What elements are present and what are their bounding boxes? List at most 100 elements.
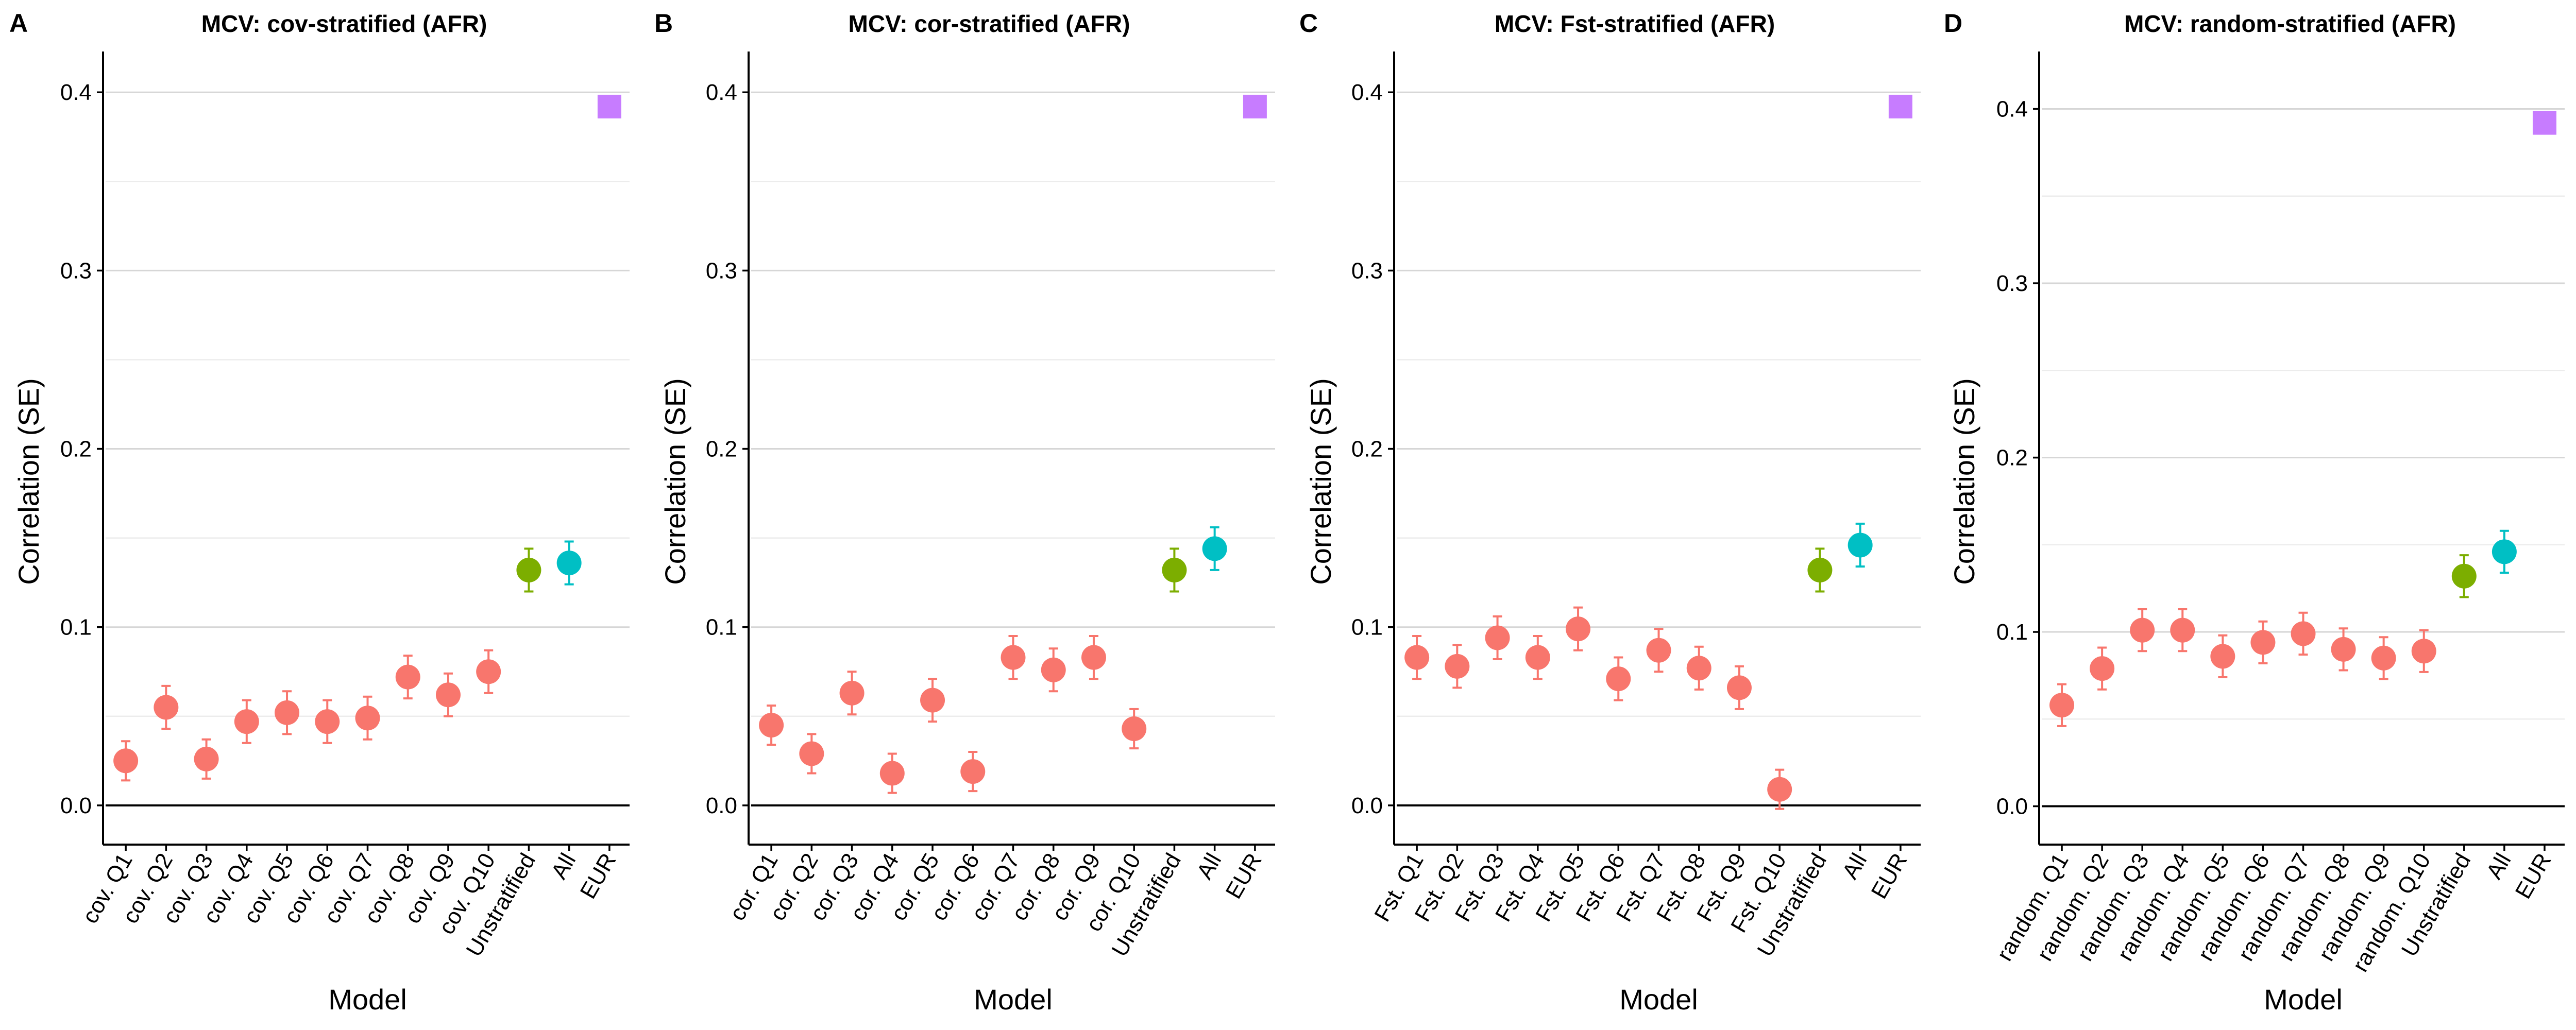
x-tick-label: EUR — [1867, 849, 1912, 903]
y-tick-label: 0.2 — [60, 437, 92, 462]
data-point-stratified — [154, 695, 179, 720]
data-point-all — [556, 551, 582, 576]
data-point-stratified — [1566, 616, 1591, 642]
data-point-stratified — [920, 688, 945, 713]
data-point-stratified — [1686, 656, 1711, 681]
data-point-unstratified — [2451, 563, 2477, 589]
data-point-stratified — [476, 659, 501, 684]
x-axis-label: Model — [974, 983, 1053, 1016]
data-point-stratified — [2331, 637, 2356, 662]
data-point-stratified — [839, 680, 865, 706]
y-tick-label: 0.1 — [1996, 620, 2028, 645]
y-tick-label: 0.2 — [1996, 445, 2028, 471]
x-tick-label: EUR — [1221, 849, 1267, 903]
data-point-stratified — [113, 748, 139, 774]
data-point-stratified — [1122, 716, 1147, 741]
data-point-stratified — [355, 706, 380, 731]
data-point-stratified — [960, 759, 986, 784]
data-point-stratified — [799, 741, 824, 766]
data-point-stratified — [1767, 777, 1792, 802]
y-tick-label: 0.4 — [60, 80, 92, 105]
panel-c: C MCV: Fst-stratified (AFR) 0.0 0.1 0.2 0.3 0.… — [1299, 9, 1921, 1016]
y-axis-label: Correlation (SE) — [1304, 378, 1337, 585]
data-point-stratified — [1001, 645, 1026, 670]
data-point-eur — [1243, 94, 1267, 118]
panel-title: MCV: Fst-stratified (AFR) — [1495, 10, 1775, 37]
x-axis-label: Model — [1619, 983, 1698, 1016]
data-point-stratified — [2411, 639, 2436, 664]
data-point-stratified — [1445, 654, 1470, 679]
panel-letter: A — [9, 9, 28, 38]
panel-letter: B — [654, 9, 673, 38]
y-tick-label: 0.1 — [1351, 615, 1383, 640]
panel-b: B MCV: cor-stratified (AFR) 0.0 0.1 0.2 0.3 0.… — [654, 9, 1275, 1016]
data-point-eur — [2532, 111, 2556, 135]
y-tick-label: 0.0 — [1996, 794, 2028, 819]
y-tick-label: 0.2 — [1351, 437, 1383, 462]
data-point-unstratified — [516, 557, 541, 582]
data-point-stratified — [315, 709, 340, 734]
data-point-eur — [1888, 94, 1912, 118]
data-point-stratified — [759, 713, 784, 738]
y-tick-label: 0.0 — [60, 793, 92, 818]
data-point-unstratified — [1807, 557, 1833, 582]
y-tick-label: 0.0 — [1351, 793, 1383, 818]
data-point-all — [1202, 536, 1227, 561]
x-tick-label: EUR — [575, 849, 621, 903]
data-point-eur — [597, 94, 621, 118]
x-tick-label: All — [1192, 849, 1226, 884]
x-tick-label: EUR — [2511, 849, 2556, 903]
y-axis-label: Correlation (SE) — [12, 378, 45, 585]
y-tick-label: 0.3 — [1351, 258, 1383, 283]
x-axis-label: Model — [328, 983, 407, 1016]
data-point-stratified — [879, 761, 905, 786]
panel-title: MCV: random-stratified (AFR) — [2124, 10, 2456, 37]
panel-title: MCV: cor-stratified (AFR) — [849, 10, 1130, 37]
data-point-stratified — [1726, 675, 1752, 700]
data-point-stratified — [1041, 657, 1066, 682]
data-point-stratified — [1404, 645, 1430, 670]
y-tick-label: 0.3 — [706, 258, 737, 283]
data-point-all — [2492, 539, 2517, 564]
y-tick-label: 0.2 — [706, 437, 737, 462]
data-point-stratified — [1485, 625, 1510, 650]
x-tick-label: All — [2482, 849, 2516, 884]
y-tick-label: 0.1 — [706, 615, 737, 640]
y-tick-label: 0.0 — [706, 793, 737, 818]
y-tick-label: 0.4 — [706, 80, 737, 105]
y-tick-label: 0.1 — [60, 615, 92, 640]
data-point-unstratified — [1162, 557, 1187, 582]
data-point-stratified — [1081, 645, 1106, 670]
data-point-stratified — [2090, 656, 2115, 681]
data-point-stratified — [194, 746, 219, 771]
data-point-stratified — [2130, 617, 2155, 643]
data-point-stratified — [1525, 645, 1550, 670]
panel-a: A MCV: cov-stratified (AFR) 0.0 0.1 0.2 0.3 0.… — [9, 9, 630, 1016]
data-point-stratified — [435, 682, 461, 708]
data-point-stratified — [2371, 645, 2396, 671]
data-point-stratified — [2170, 617, 2195, 643]
panel-letter: C — [1299, 9, 1318, 38]
x-tick-label: All — [1837, 849, 1872, 884]
y-tick-label: 0.3 — [1996, 271, 2028, 296]
data-point-stratified — [1606, 666, 1631, 692]
panel-d: D MCV: random-stratified (AFR) 0.0 0.1 0.2 0.… — [1944, 9, 2565, 1016]
panel-title: MCV: cov-stratified (AFR) — [201, 10, 487, 37]
panel-letter: D — [1944, 9, 1962, 38]
y-tick-label: 0.4 — [1996, 97, 2028, 122]
data-point-stratified — [395, 664, 420, 690]
y-tick-label: 0.3 — [60, 258, 92, 283]
y-tick-label: 0.4 — [1351, 80, 1383, 105]
y-axis-label: Correlation (SE) — [659, 378, 691, 585]
data-point-stratified — [234, 709, 259, 734]
data-point-stratified — [2291, 621, 2316, 646]
data-point-all — [1848, 533, 1873, 558]
data-point-stratified — [1646, 638, 1671, 663]
y-axis-label: Correlation (SE) — [1948, 378, 1980, 585]
x-tick-label: All — [546, 849, 581, 884]
data-point-stratified — [2250, 630, 2276, 655]
x-axis-label: Model — [2264, 983, 2343, 1016]
data-point-stratified — [2049, 693, 2075, 718]
data-point-stratified — [2210, 644, 2235, 669]
